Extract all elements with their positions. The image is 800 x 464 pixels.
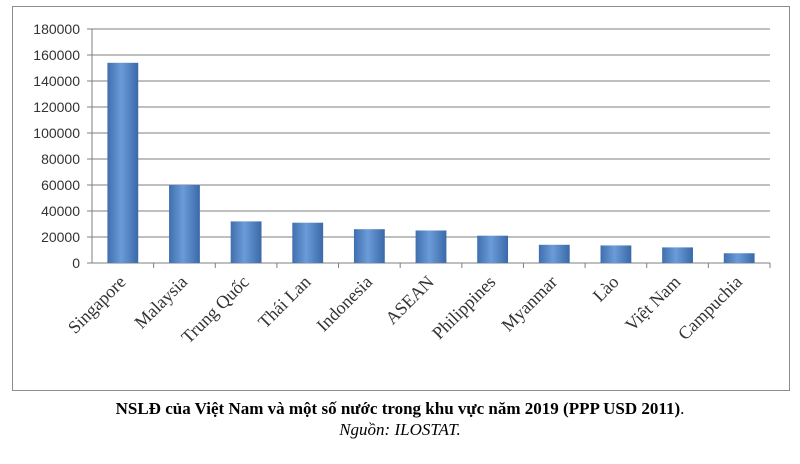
x-tick-label: Indonesia [313,272,377,336]
bar-chart: 0 20000 40000 60000 80000 100000 120000 140000 1… [33,21,771,348]
bar [538,244,570,263]
y-tick-label: 60000 [41,177,80,193]
bar [107,62,139,263]
bar [292,222,324,263]
caption-title-end: . [680,399,685,418]
figure-caption: NSLĐ của Việt Nam và một số nước trong k… [0,398,800,440]
y-tick-label: 0 [72,255,80,271]
bar [169,185,200,263]
caption-source: Nguồn: ILOSTAT. [339,420,461,439]
gridlines [92,28,770,238]
y-tick-label: 40000 [41,203,80,219]
x-tick-label: Thái Lan [254,272,314,332]
x-tick-label: ASEAN [381,272,438,329]
bars [107,62,755,263]
x-tick-label: Malaysia [130,272,191,333]
bar [415,230,447,263]
y-tick-label: 20000 [41,229,80,245]
x-tick-label: Campuchia [674,272,746,344]
x-tick-label: Philippines [428,272,499,343]
caption-title: NSLĐ của Việt Nam và một số nước trong k… [115,399,681,418]
bar [600,245,632,263]
bar [723,253,755,263]
y-tick-label: 160000 [33,47,80,63]
bar [662,247,693,263]
bar [477,235,509,263]
chart-frame [12,6,790,391]
y-tick-labels: 0 20000 40000 60000 80000 100000 120000 140000 1… [33,21,80,271]
x-tick-label: Trung Quốc [177,272,253,348]
bar [230,221,262,263]
x-tick-label: Myanmar [497,272,561,336]
x-tick-label: Việt Nam [621,272,684,335]
y-tick-label: 100000 [33,125,80,141]
x-tick-label: Lào [589,272,623,306]
y-tick-label: 80000 [41,151,80,167]
y-tick-label: 140000 [33,73,80,89]
bar [353,229,385,263]
x-tick-label: Singapore [64,272,130,338]
y-tick-label: 180000 [33,21,80,37]
y-tick-label: 120000 [33,99,80,115]
